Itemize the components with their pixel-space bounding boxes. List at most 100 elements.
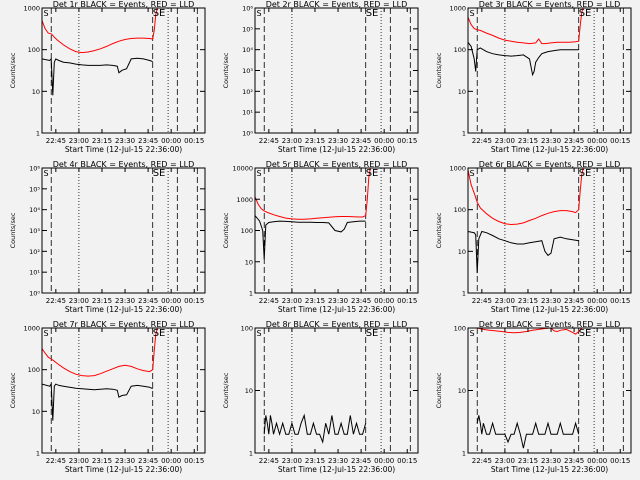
- y-tick-label: 10²: [242, 88, 253, 96]
- x-tick-label: 00:15: [397, 137, 417, 145]
- x-tick-label: 23:45: [351, 137, 371, 145]
- y-tick-label: 10: [458, 88, 466, 96]
- y-tick-label: 10³: [242, 67, 253, 75]
- y-tick-label: 1: [249, 290, 253, 298]
- series-line-lld: [254, 167, 371, 220]
- chart-panel-9: Det 9r BLACK = Events, RED = LLD Counts/s…: [435, 320, 632, 474]
- x-tick-label: 22:45: [259, 297, 279, 305]
- chart-title: Det 8r BLACK = Events, RED = LLD: [266, 320, 408, 329]
- x-tick-label: 23:30: [115, 457, 135, 465]
- x-tick-label: 23:45: [351, 457, 371, 465]
- y-tick-label: 10³: [29, 227, 40, 235]
- y-tick-label: 100: [28, 46, 40, 54]
- y-tick-label: 1000: [236, 196, 253, 204]
- plot-frame: [41, 327, 206, 454]
- x-tick-label: 22:45: [259, 457, 279, 465]
- chart-title: Det 1r BLACK = Events, RED = LLD: [53, 0, 195, 9]
- x-axis-label: Start Time (12-Jul-15 22:36:00): [65, 305, 182, 314]
- y-axis-label: Counts/sec: [435, 212, 443, 248]
- y-tick-label: 1000: [449, 165, 466, 173]
- end-marker-label: SE: [366, 8, 379, 19]
- x-tick-label: 00:15: [397, 297, 417, 305]
- chart-title: Det 7r BLACK = Events, RED = LLD: [53, 320, 195, 329]
- chart-panel-5: Det 5r BLACK = Events, RED = LLD Counts/s…: [222, 160, 419, 314]
- x-tick-label: 23:45: [138, 457, 158, 465]
- series-line-events: [254, 215, 366, 260]
- plot-frame: [467, 327, 632, 454]
- chart-title: Det 5r BLACK = Events, RED = LLD: [266, 160, 408, 169]
- y-axis-label: Counts/sec: [9, 52, 17, 88]
- x-tick-label: 00:15: [184, 297, 204, 305]
- x-tick-label: 00:15: [184, 137, 204, 145]
- series-line-lld: [467, 7, 584, 45]
- y-tick-label: 1: [462, 450, 466, 458]
- plot-frame: [41, 7, 206, 134]
- x-tick-label: 23:00: [495, 457, 515, 465]
- y-tick-label: 1: [462, 130, 466, 138]
- x-tick-label: 23:45: [138, 137, 158, 145]
- x-tick-label: 00:00: [587, 457, 607, 465]
- x-tick-label: 00:00: [161, 137, 181, 145]
- y-tick-label: 100: [454, 325, 466, 333]
- end-marker-label: SE: [153, 168, 166, 179]
- x-tick-label: 23:00: [69, 137, 89, 145]
- x-tick-label: 00:00: [374, 297, 394, 305]
- x-tick-label: 23:15: [305, 297, 325, 305]
- y-axis-label: Counts/sec: [222, 212, 230, 248]
- x-tick-label: 22:45: [259, 137, 279, 145]
- x-tick-label: 00:00: [161, 457, 181, 465]
- y-tick-label: 1: [36, 130, 40, 138]
- plot-frame: [467, 167, 632, 294]
- x-tick-label: 23:30: [541, 297, 561, 305]
- chart-panel-6: Det 6r BLACK = Events, RED = LLD Counts/s…: [435, 160, 632, 314]
- y-tick-label: 10¹: [242, 109, 253, 117]
- chart-title: Det 9r BLACK = Events, RED = LLD: [479, 320, 621, 329]
- y-tick-label: 10⁰: [29, 290, 40, 298]
- y-tick-label: 1: [249, 450, 253, 458]
- end-marker-label: SE: [579, 168, 592, 179]
- y-tick-label: 10: [32, 88, 40, 96]
- x-tick-label: 23:30: [328, 137, 348, 145]
- y-tick-label: 1000: [449, 5, 466, 13]
- y-tick-label: 10⁴: [29, 206, 40, 214]
- x-tick-label: 23:00: [69, 457, 89, 465]
- x-tick-label: 23:00: [69, 297, 89, 305]
- x-tick-label: 23:30: [328, 297, 348, 305]
- y-axis-label: Counts/sec: [435, 372, 443, 408]
- series-line-events: [467, 41, 579, 77]
- y-tick-label: 1000: [23, 325, 40, 333]
- end-marker-label: SE: [579, 328, 592, 339]
- y-tick-label: 10: [245, 387, 253, 395]
- chart-title: Det 2r BLACK = Events, RED = LLD: [266, 0, 408, 9]
- x-tick-label: 23:15: [92, 457, 112, 465]
- y-tick-label: 10: [245, 258, 253, 266]
- plot-frame: [41, 167, 206, 294]
- x-tick-label: 23:45: [564, 457, 584, 465]
- y-tick-label: 100: [241, 325, 253, 333]
- x-tick-label: 23:00: [282, 137, 302, 145]
- series-line-events: [467, 230, 579, 274]
- series-line-lld: [467, 167, 584, 226]
- chart-panel-3: Det 3r BLACK = Events, RED = LLD Counts/s…: [435, 0, 632, 154]
- x-axis-label: Start Time (12-Jul-15 22:36:00): [278, 145, 395, 154]
- start-marker-label: S: [470, 169, 475, 178]
- start-marker-label: S: [44, 329, 49, 338]
- y-tick-label: 10000: [232, 165, 253, 173]
- series-line-events: [476, 415, 580, 449]
- start-marker-label: S: [470, 9, 475, 18]
- x-tick-label: 00:15: [610, 137, 630, 145]
- x-tick-label: 23:15: [518, 137, 538, 145]
- x-axis-label: Start Time (12-Jul-15 22:36:00): [491, 465, 608, 474]
- x-tick-label: 00:15: [610, 457, 630, 465]
- y-tick-label: 10⁵: [29, 185, 40, 193]
- y-tick-label: 10²: [29, 248, 40, 256]
- series-line-lld: [41, 7, 158, 54]
- chart-title: Det 4r BLACK = Events, RED = LLD: [53, 160, 195, 169]
- x-tick-label: 22:45: [46, 137, 66, 145]
- chart-panel-1: Det 1r BLACK = Events, RED = LLD Counts/s…: [9, 0, 206, 154]
- x-tick-label: 00:15: [610, 297, 630, 305]
- y-tick-label: 100: [454, 206, 466, 214]
- series-line-lld: [477, 327, 584, 335]
- end-marker-label: SE: [153, 328, 166, 339]
